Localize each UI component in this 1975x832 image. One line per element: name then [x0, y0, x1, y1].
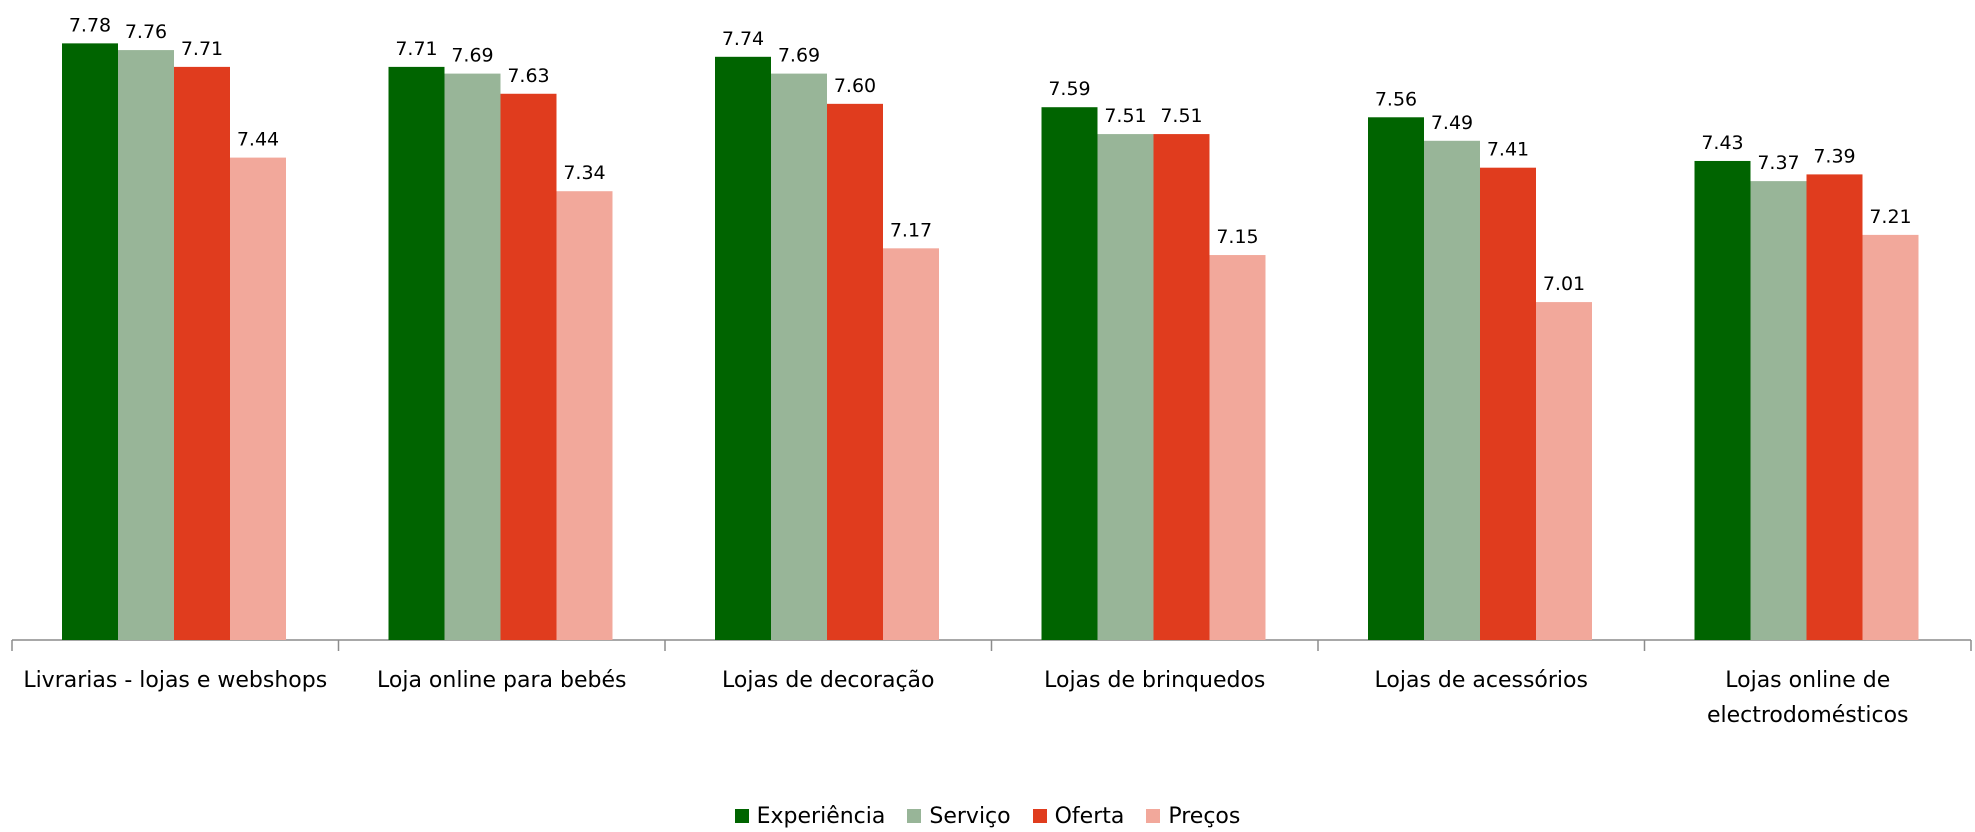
data-label: 7.39: [1813, 145, 1855, 167]
data-label: 7.41: [1487, 139, 1529, 161]
legend-swatch: [907, 809, 922, 823]
legend-item: Experiência: [734, 803, 886, 829]
bar-pre-os: [1536, 302, 1592, 640]
legend-swatch: [1032, 809, 1047, 823]
bar-servi-o: [1097, 134, 1154, 641]
data-label: 7.78: [69, 14, 111, 36]
data-label: 7.01: [1543, 273, 1585, 295]
legend-label: Serviço: [929, 803, 1011, 829]
data-label: 7.60: [834, 75, 876, 97]
bar-experi-ncia: [1041, 107, 1098, 640]
bar-oferta: [827, 103, 883, 641]
x-tick-label: Lojas de acessórios: [1375, 668, 1588, 693]
data-label: 7.71: [395, 38, 437, 60]
data-label: 7.44: [237, 129, 279, 151]
data-label: 7.56: [1375, 88, 1417, 110]
data-label: 7.15: [1216, 226, 1258, 248]
data-label: 7.51: [1104, 105, 1146, 127]
data-label: 7.34: [563, 162, 605, 184]
bar-servi-o: [771, 73, 827, 640]
legend-label: Oferta: [1054, 803, 1125, 829]
legend-label: Experiência: [756, 803, 886, 829]
bar-experi-ncia: [1694, 160, 1751, 641]
x-tick-label: Lojas de brinquedos: [1044, 668, 1265, 693]
bar-chart: 7.78 7.76 7.71 7.44 Livrarias - lojas e webs…: [11, 14, 1972, 728]
data-label: 7.74: [722, 28, 764, 50]
data-label: 7.49: [1431, 112, 1473, 134]
bar-oferta: [500, 93, 557, 641]
legend-item: Oferta: [1032, 803, 1125, 829]
bar-pre-os: [1862, 234, 1919, 640]
bar-pre-os: [883, 248, 939, 640]
legend-item: Serviço: [907, 803, 1011, 829]
x-tick-label: Lojas online de: [1725, 668, 1890, 693]
bar-oferta: [1153, 134, 1210, 641]
data-label: 7.76: [125, 21, 167, 43]
data-label: 7.21: [1869, 206, 1911, 228]
bar-oferta: [1480, 167, 1536, 640]
x-tick-label: Livrarias - lojas e webshops: [23, 668, 327, 693]
data-label: 7.59: [1048, 78, 1090, 100]
chart-legend: Experiência Serviço Oferta Preços: [0, 800, 1975, 832]
data-label: 7.63: [507, 65, 549, 87]
data-label: 7.71: [181, 38, 223, 60]
x-tick-label: electrodomésticos: [1707, 703, 1909, 728]
data-label: 7.69: [451, 45, 493, 67]
data-label: 7.51: [1160, 105, 1202, 127]
data-label: 7.17: [890, 219, 932, 241]
legend-item: Preços: [1146, 804, 1240, 829]
bar-servi-o: [1424, 140, 1480, 640]
bar-pre-os: [556, 191, 613, 640]
legend-swatch: [1146, 809, 1161, 823]
x-tick-label: Lojas de decoração: [722, 668, 935, 693]
bar-experi-ncia: [1368, 117, 1424, 641]
bar-pre-os: [1209, 255, 1266, 640]
bar-pre-os: [230, 157, 286, 640]
bar-servi-o: [444, 73, 501, 640]
data-label: 7.69: [778, 45, 820, 67]
bar-oferta: [174, 66, 230, 641]
x-tick-label: Loja online para bebés: [377, 668, 626, 693]
bar-experi-ncia: [715, 56, 771, 640]
bar-experi-ncia: [62, 43, 118, 640]
bar-servi-o: [118, 50, 174, 641]
data-label: 7.43: [1701, 132, 1743, 154]
data-label: 7.37: [1757, 152, 1799, 174]
legend-label: Preços: [1168, 803, 1241, 829]
bar-servi-o: [1750, 181, 1807, 640]
legend-swatch: [734, 809, 749, 823]
bar-oferta: [1806, 174, 1863, 641]
bar-experi-ncia: [388, 66, 445, 641]
